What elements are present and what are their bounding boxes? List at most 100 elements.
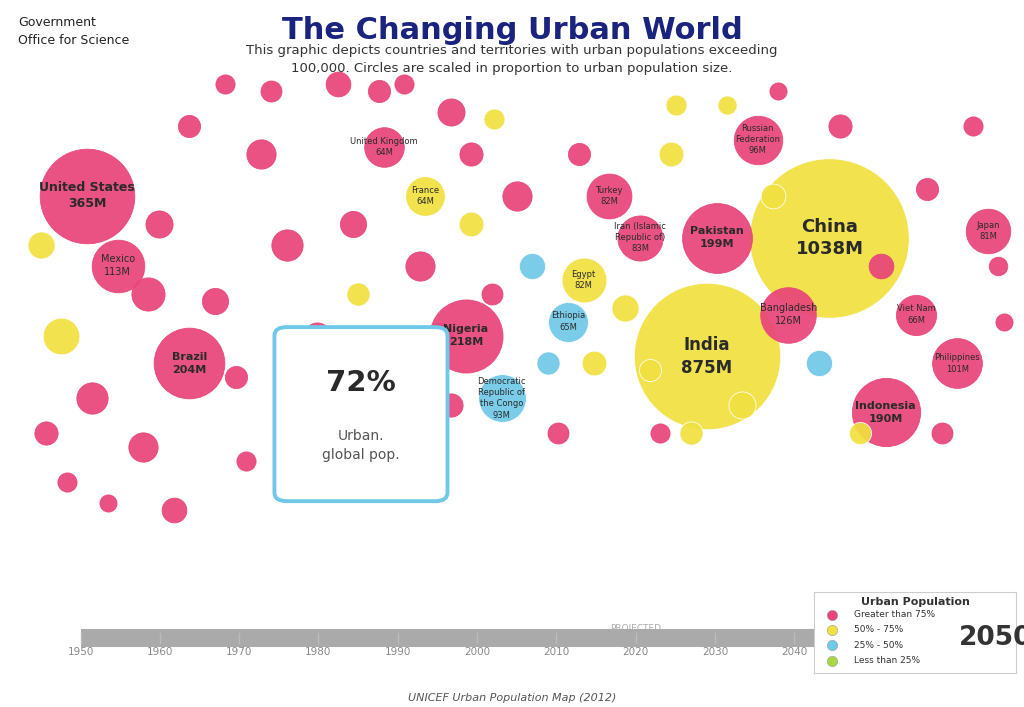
Text: Ethiopia
65M: Ethiopia 65M	[551, 312, 586, 332]
Text: 50% - 75%: 50% - 75%	[854, 626, 903, 634]
Point	[442, 106, 459, 117]
Point	[217, 78, 233, 90]
Point	[79, 190, 95, 201]
Text: 25% - 50%: 25% - 50%	[854, 641, 903, 650]
Text: Mexico
113M: Mexico 113M	[100, 255, 135, 277]
Point	[412, 260, 428, 271]
Point	[575, 274, 592, 285]
Point	[319, 449, 336, 460]
Text: Indonesia
190M: Indonesia 190M	[855, 401, 916, 423]
Point	[181, 358, 198, 369]
Text: 1970: 1970	[226, 647, 252, 657]
Point	[990, 260, 1007, 271]
Text: Bangladesh
126M: Bangladesh 126M	[760, 303, 817, 326]
Text: PROJECTED: PROJECTED	[610, 624, 662, 633]
Point	[642, 365, 658, 376]
Text: Japan
81M: Japan 81M	[977, 221, 999, 240]
Point	[253, 148, 269, 159]
Point	[934, 428, 950, 439]
Point	[652, 428, 669, 439]
Point	[140, 288, 157, 299]
Point	[463, 218, 479, 229]
Point	[601, 190, 617, 201]
Point	[965, 120, 981, 132]
Point	[279, 239, 295, 250]
Point	[668, 99, 684, 110]
Text: 2050: 2050	[958, 625, 1024, 650]
Point	[821, 232, 838, 243]
Point	[824, 640, 841, 651]
Text: 72%: 72%	[326, 368, 396, 397]
Point	[135, 442, 152, 453]
Point	[227, 372, 244, 383]
Point	[908, 309, 925, 320]
Text: Iran (Islamic
Republic of)
83M: Iran (Islamic Republic of) 83M	[614, 222, 666, 253]
Point	[110, 260, 126, 271]
Text: France
64M: France 64M	[411, 186, 439, 206]
Point	[949, 358, 966, 369]
Point	[683, 428, 699, 439]
Point	[524, 260, 541, 271]
Point	[442, 399, 459, 411]
Point	[289, 399, 305, 411]
Text: United States
365M: United States 365M	[39, 181, 135, 210]
Point	[765, 190, 781, 201]
Text: Viet Nam
66M: Viet Nam 66M	[897, 305, 936, 325]
Point	[485, 113, 502, 124]
Point	[386, 428, 402, 439]
Point	[345, 218, 361, 229]
Point	[33, 239, 49, 250]
Point	[366, 358, 382, 369]
Point	[396, 78, 413, 90]
Text: 2020: 2020	[623, 647, 649, 657]
Point	[709, 232, 725, 243]
Point	[263, 86, 280, 97]
Point	[458, 330, 474, 341]
Point	[719, 99, 735, 110]
Text: This graphic depicts countries and territories with urban populations exceeding
: This graphic depicts countries and terri…	[246, 44, 778, 75]
Point	[238, 455, 254, 467]
Point	[616, 302, 633, 313]
Text: Egypt
82M: Egypt 82M	[571, 269, 596, 290]
Text: Urban.
global pop.: Urban. global pop.	[323, 429, 399, 462]
Text: Russian
Federation
96M: Russian Federation 96M	[735, 124, 780, 156]
Point	[38, 428, 54, 439]
Text: 2040: 2040	[781, 647, 807, 657]
Point	[663, 148, 679, 159]
Point	[632, 232, 648, 243]
Point	[831, 120, 848, 132]
Point	[980, 225, 996, 236]
Text: 1990: 1990	[385, 647, 411, 657]
Point	[872, 260, 889, 271]
Point	[58, 477, 75, 488]
Point	[53, 330, 70, 341]
FancyBboxPatch shape	[274, 327, 447, 501]
Point	[309, 330, 326, 341]
Text: 2010: 2010	[544, 647, 569, 657]
Text: 1950: 1950	[68, 647, 94, 657]
Text: Democratic
Republic of
the Congo
93M: Democratic Republic of the Congo 93M	[477, 378, 526, 419]
Text: The Changing Urban World: The Changing Urban World	[282, 16, 742, 45]
Text: Government
Office for Science: Government Office for Science	[18, 16, 130, 47]
Point	[852, 428, 868, 439]
Text: Greater than 75%: Greater than 75%	[854, 610, 936, 619]
Point	[99, 498, 116, 509]
Point	[560, 316, 577, 327]
Text: 1960: 1960	[146, 647, 173, 657]
Text: Less than 25%: Less than 25%	[854, 656, 921, 665]
Text: China
1038M: China 1038M	[796, 218, 863, 258]
Text: Brazil
204M: Brazil 204M	[172, 352, 207, 375]
Point	[417, 190, 433, 201]
Point	[371, 86, 387, 97]
Point	[463, 148, 479, 159]
Point	[166, 505, 182, 516]
Text: 2000: 2000	[464, 647, 490, 657]
Point	[509, 190, 525, 201]
Point	[181, 120, 198, 132]
Point	[151, 218, 167, 229]
Point	[550, 428, 566, 439]
Point	[770, 86, 786, 97]
Point	[570, 148, 587, 159]
Text: Pakistan
199M: Pakistan 199M	[690, 226, 743, 249]
Text: 1980: 1980	[305, 647, 332, 657]
